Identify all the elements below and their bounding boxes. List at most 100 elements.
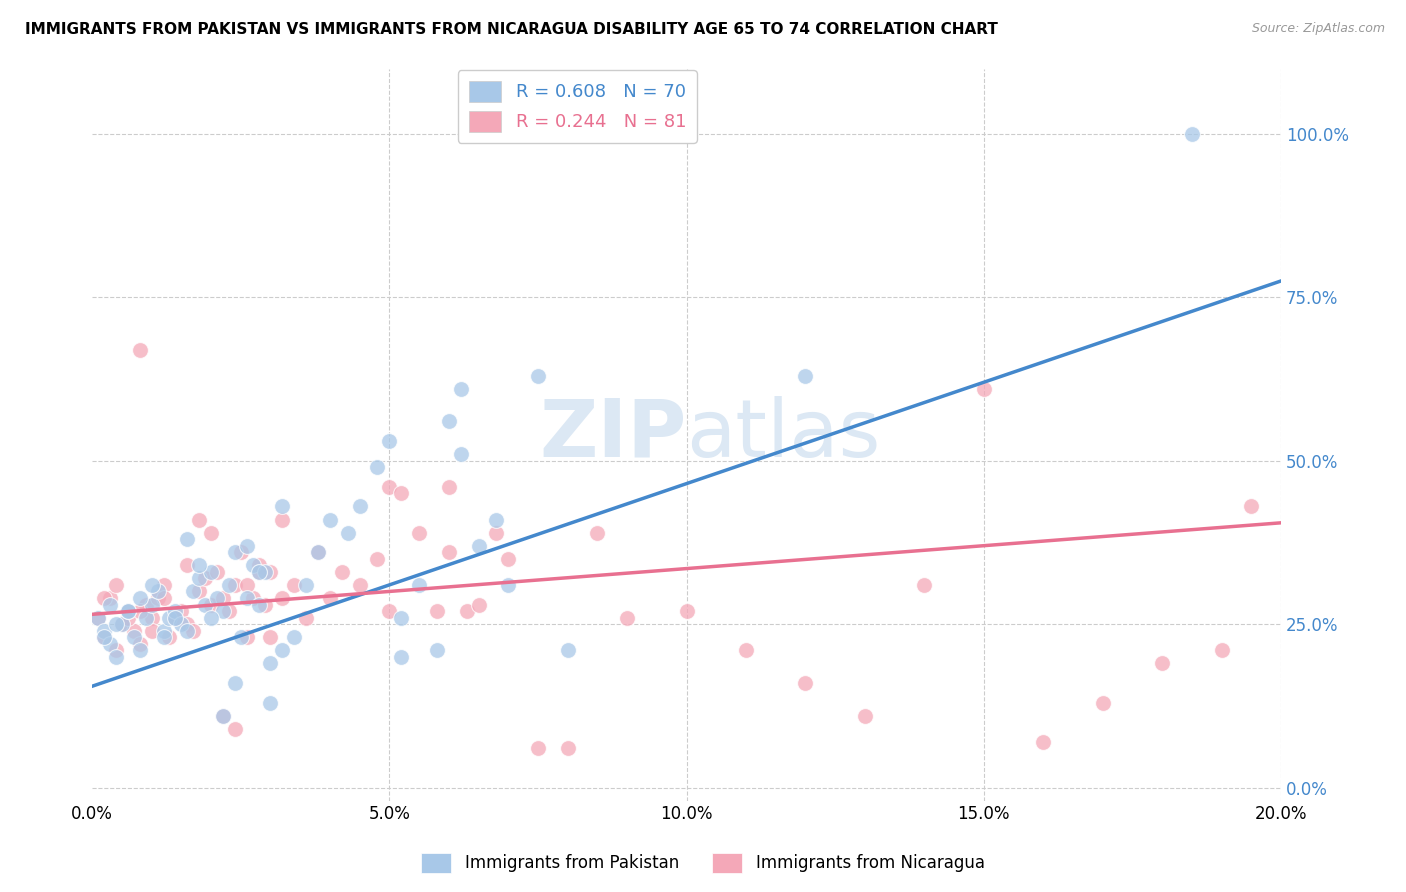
Point xyxy=(128,637,150,651)
Point xyxy=(141,610,163,624)
Point xyxy=(242,558,264,573)
Point xyxy=(135,598,157,612)
Point xyxy=(426,643,449,657)
Point xyxy=(170,617,193,632)
Text: IMMIGRANTS FROM PAKISTAN VS IMMIGRANTS FROM NICARAGUA DISABILITY AGE 65 TO 74 CO: IMMIGRANTS FROM PAKISTAN VS IMMIGRANTS F… xyxy=(25,22,998,37)
Point xyxy=(212,591,235,605)
Point xyxy=(389,649,412,664)
Point xyxy=(247,565,270,579)
Point xyxy=(973,382,995,396)
Point xyxy=(389,610,412,624)
Point xyxy=(212,708,235,723)
Point xyxy=(159,630,181,644)
Point xyxy=(1181,127,1204,141)
Point xyxy=(456,604,478,618)
Point xyxy=(378,604,401,618)
Point xyxy=(111,617,134,632)
Point xyxy=(98,598,121,612)
Point xyxy=(165,604,187,618)
Point xyxy=(616,610,638,624)
Point xyxy=(224,578,246,592)
Point xyxy=(1240,500,1263,514)
Point xyxy=(188,571,211,585)
Point xyxy=(229,630,252,644)
Point xyxy=(176,532,198,546)
Point xyxy=(253,598,276,612)
Point xyxy=(200,525,222,540)
Point xyxy=(128,643,150,657)
Point xyxy=(437,545,460,559)
Point xyxy=(247,558,270,573)
Point xyxy=(98,591,121,605)
Point xyxy=(194,598,217,612)
Point xyxy=(104,649,127,664)
Point xyxy=(93,591,115,605)
Point xyxy=(152,578,174,592)
Point xyxy=(437,415,460,429)
Point xyxy=(104,578,127,592)
Legend: Immigrants from Pakistan, Immigrants from Nicaragua: Immigrants from Pakistan, Immigrants fro… xyxy=(415,847,991,880)
Point xyxy=(93,624,115,638)
Point xyxy=(485,525,508,540)
Point xyxy=(93,630,115,644)
Point xyxy=(122,630,145,644)
Point xyxy=(527,368,550,383)
Point xyxy=(176,617,198,632)
Point xyxy=(437,480,460,494)
Point xyxy=(235,578,257,592)
Point xyxy=(104,643,127,657)
Point xyxy=(218,578,240,592)
Point xyxy=(366,551,388,566)
Point xyxy=(212,604,235,618)
Point xyxy=(389,486,412,500)
Point xyxy=(229,545,252,559)
Point xyxy=(253,565,276,579)
Point xyxy=(165,610,187,624)
Point xyxy=(122,624,145,638)
Point xyxy=(176,558,198,573)
Point xyxy=(128,343,150,357)
Point xyxy=(259,630,281,644)
Point xyxy=(87,610,110,624)
Point xyxy=(165,610,187,624)
Point xyxy=(259,696,281,710)
Point xyxy=(378,480,401,494)
Point xyxy=(259,565,281,579)
Point xyxy=(349,578,371,592)
Point xyxy=(200,598,222,612)
Point xyxy=(117,610,139,624)
Point xyxy=(141,578,163,592)
Point xyxy=(426,604,449,618)
Point xyxy=(247,598,270,612)
Point xyxy=(794,676,817,690)
Point xyxy=(224,545,246,559)
Point xyxy=(152,624,174,638)
Point xyxy=(170,604,193,618)
Point xyxy=(111,617,134,632)
Point xyxy=(853,708,876,723)
Point xyxy=(912,578,935,592)
Point xyxy=(467,598,489,612)
Point xyxy=(247,565,270,579)
Point xyxy=(128,604,150,618)
Point xyxy=(271,591,294,605)
Point xyxy=(496,578,519,592)
Point xyxy=(98,637,121,651)
Point xyxy=(794,368,817,383)
Point xyxy=(146,584,169,599)
Point xyxy=(165,610,187,624)
Point xyxy=(235,591,257,605)
Point xyxy=(283,630,305,644)
Point xyxy=(242,591,264,605)
Point xyxy=(117,604,139,618)
Point xyxy=(307,545,329,559)
Point xyxy=(159,610,181,624)
Point xyxy=(349,500,371,514)
Legend: R = 0.608   N = 70, R = 0.244   N = 81: R = 0.608 N = 70, R = 0.244 N = 81 xyxy=(458,70,697,143)
Point xyxy=(235,539,257,553)
Point xyxy=(194,571,217,585)
Point xyxy=(1211,643,1233,657)
Point xyxy=(117,604,139,618)
Point xyxy=(152,630,174,644)
Point xyxy=(135,610,157,624)
